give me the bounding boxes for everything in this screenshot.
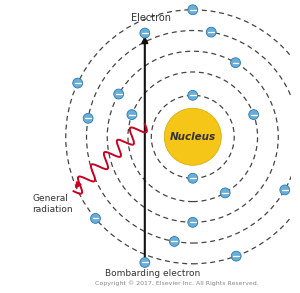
Circle shape <box>249 110 259 120</box>
Circle shape <box>164 108 221 165</box>
Circle shape <box>91 214 100 223</box>
Circle shape <box>114 89 124 99</box>
Text: Bombarding electron: Bombarding electron <box>105 269 200 278</box>
Circle shape <box>140 28 150 38</box>
Text: Copyright © 2017, Elsevier Inc. All Rights Reserved.: Copyright © 2017, Elsevier Inc. All Righ… <box>95 280 259 286</box>
Text: Nucleus: Nucleus <box>170 132 216 142</box>
Circle shape <box>206 27 216 37</box>
Circle shape <box>292 113 300 123</box>
Circle shape <box>231 251 241 261</box>
Circle shape <box>140 258 150 268</box>
Circle shape <box>188 5 198 15</box>
Circle shape <box>73 78 82 88</box>
Circle shape <box>188 217 198 227</box>
Circle shape <box>169 236 179 246</box>
Circle shape <box>231 58 241 68</box>
Circle shape <box>298 68 300 78</box>
Circle shape <box>220 188 230 198</box>
Circle shape <box>127 110 137 120</box>
Circle shape <box>188 173 198 183</box>
Circle shape <box>280 185 290 195</box>
Circle shape <box>83 113 93 123</box>
Circle shape <box>188 90 198 100</box>
Text: Electron: Electron <box>131 13 171 23</box>
Text: General
radiation: General radiation <box>32 195 73 214</box>
